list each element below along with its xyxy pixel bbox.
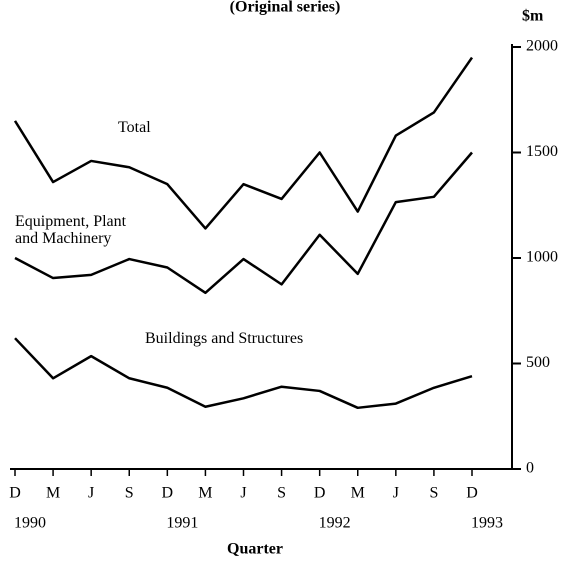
x-axis-title: Quarter xyxy=(227,541,283,558)
x-tick-label: J xyxy=(393,485,399,502)
series-line xyxy=(14,337,473,410)
x-tick-label: M xyxy=(46,485,60,502)
series-line xyxy=(13,56,474,230)
x-tick-label: D xyxy=(162,485,174,502)
chart-subtitle: (Original series) xyxy=(230,0,341,16)
y-unit: $m xyxy=(522,8,544,25)
series-label: Equipment, Plant and Machinery xyxy=(15,213,127,247)
year-label: 1991 xyxy=(166,515,198,532)
x-tick-label: S xyxy=(125,485,134,502)
year-label: 1992 xyxy=(319,515,351,532)
year-label: 1990 xyxy=(14,515,46,532)
series-line xyxy=(14,151,473,295)
y-tick-label: 2000 xyxy=(526,38,558,55)
series-label: Buildings and Structures xyxy=(145,330,304,347)
y-tick-label: 1500 xyxy=(526,143,558,160)
x-tick-label: S xyxy=(277,485,286,502)
x-tick-label: D xyxy=(466,485,478,502)
x-tick-label: D xyxy=(9,485,21,502)
y-tick-label: 500 xyxy=(526,354,550,371)
x-tick-label: J xyxy=(240,485,246,502)
x-tick-label: J xyxy=(88,485,94,502)
x-tick-label: S xyxy=(429,485,438,502)
y-tick-label: 0 xyxy=(526,460,534,477)
x-tick-label: D xyxy=(314,485,326,502)
series-label: Total xyxy=(118,119,151,136)
y-tick-label: 1000 xyxy=(526,249,558,266)
x-tick-label: M xyxy=(198,485,212,502)
x-tick-label: M xyxy=(351,485,365,502)
year-label: 1993 xyxy=(471,515,503,532)
